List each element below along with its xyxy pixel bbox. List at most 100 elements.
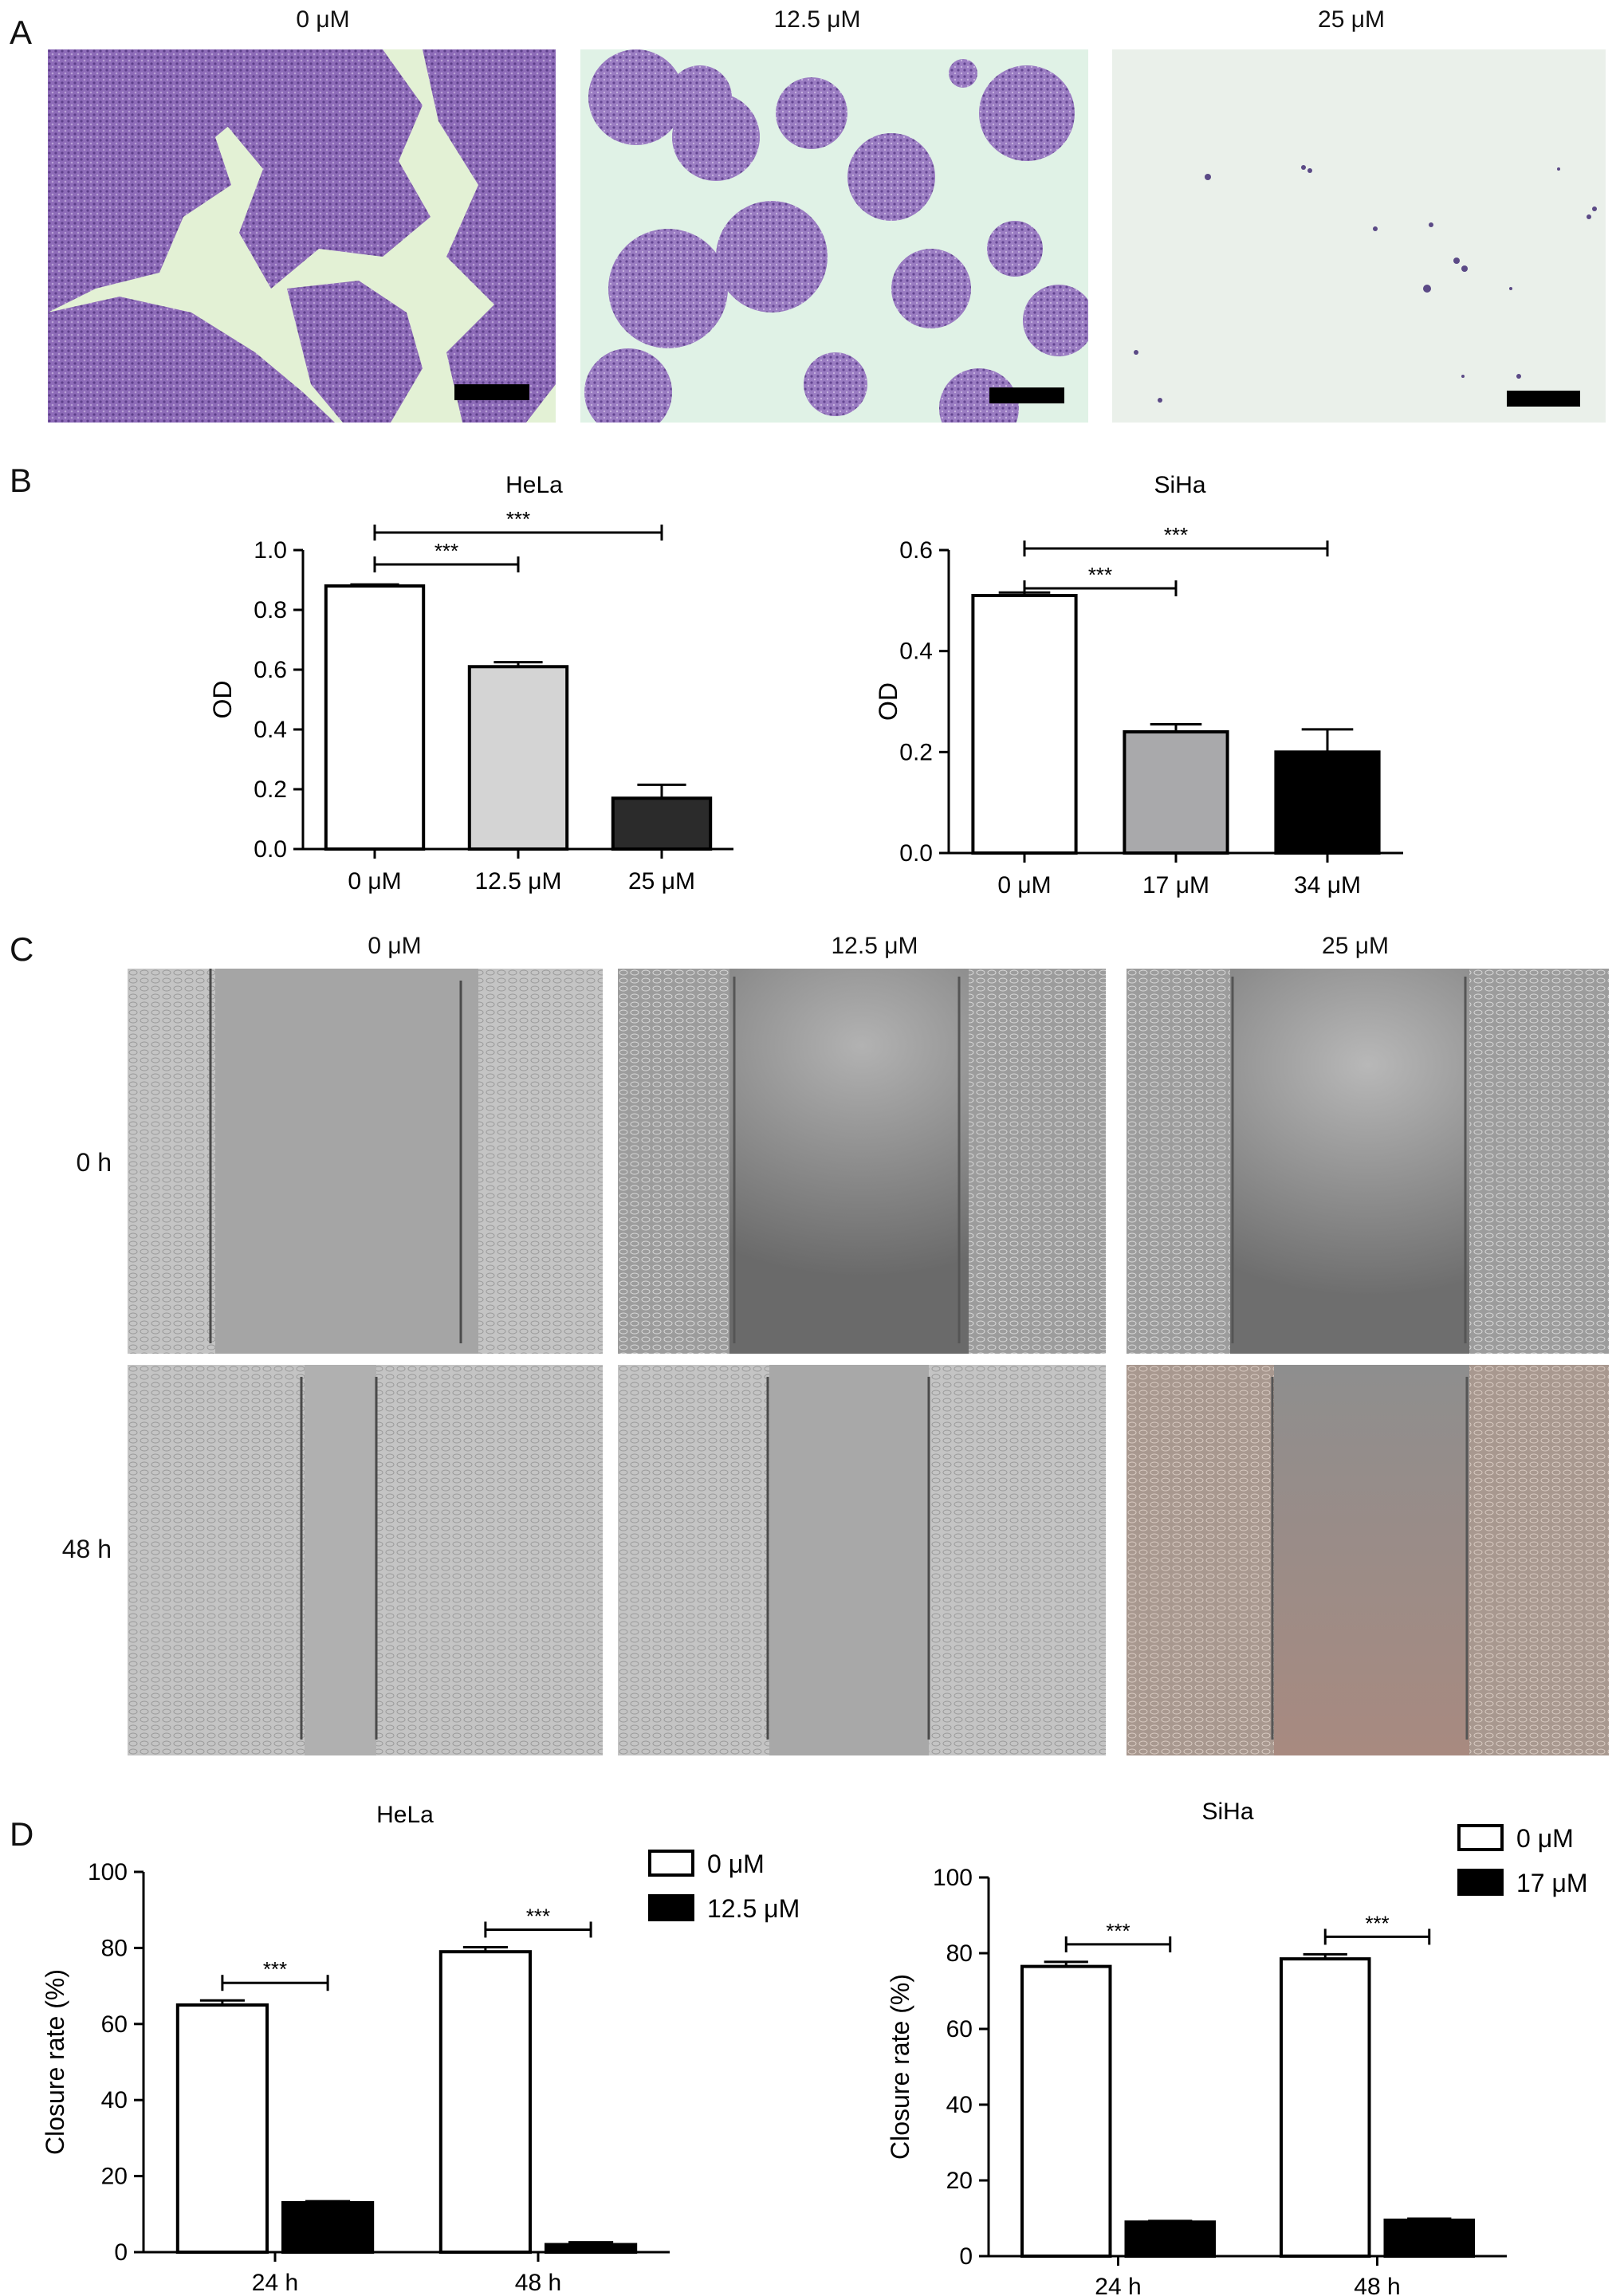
y-tick-label: 0	[114, 2239, 128, 2266]
bar	[545, 2243, 638, 2255]
significance-label: ***	[1365, 1911, 1389, 1935]
legend-swatch	[648, 1894, 694, 1921]
y-tick-label: 60	[946, 2016, 973, 2042]
x-tick-label: 0 μM	[348, 868, 401, 894]
y-tick-label: 0.6	[254, 657, 287, 683]
colony-image-25uM-art	[1134, 165, 1597, 407]
x-tick-label: 12.5 μM	[475, 868, 562, 894]
significance-label: ***	[506, 507, 530, 531]
significance-label: ***	[1164, 523, 1188, 547]
colony-image-12-5uM	[580, 49, 1088, 423]
significance-label: ***	[526, 1904, 550, 1928]
scale-bar	[989, 387, 1064, 403]
panel-label-b: B	[10, 462, 33, 499]
y-tick-label: 0.0	[899, 840, 933, 867]
panel-a-title-0uM: 0 μM	[296, 6, 350, 33]
y-tick-label: 80	[101, 1935, 128, 1961]
y-tick-label: 0.8	[254, 597, 287, 623]
chart-title: HeLa	[505, 472, 563, 498]
x-tick-label: 34 μM	[1294, 872, 1361, 898]
bar	[1020, 1964, 1112, 2258]
panel-label-d: D	[10, 1815, 34, 1853]
y-tick-label: 0.4	[899, 639, 933, 665]
colony-image-25uM	[1112, 49, 1606, 423]
y-tick-label: 40	[101, 2087, 128, 2113]
panel-label-c: C	[10, 930, 34, 968]
wound-image-0uM-48h-art	[128, 1365, 603, 1755]
bar	[175, 2003, 269, 2254]
x-tick-label: 0 μM	[997, 872, 1051, 898]
y-axis-label: Closure rate (%)	[41, 1969, 69, 2155]
bar	[1123, 730, 1229, 855]
y-tick-label: 60	[101, 2011, 128, 2038]
legend-label: 12.5 μM	[707, 1894, 800, 1923]
panel-a-title-12-5uM: 12.5 μM	[773, 6, 861, 33]
legend-label: 17 μM	[1516, 1869, 1588, 1897]
significance-label: ***	[263, 1957, 287, 1981]
bar	[611, 796, 713, 851]
wound-image-12-5uM-48h-art	[618, 1365, 1106, 1755]
legend-swatch	[1457, 1869, 1504, 1896]
y-axis-label: OD	[874, 682, 902, 721]
y-tick-label: 40	[946, 2092, 973, 2118]
legend-swatch	[648, 1850, 694, 1877]
x-tick-label: 48 h	[515, 2270, 561, 2296]
chart-title: HeLa	[376, 1802, 434, 1828]
x-tick-label: 17 μM	[1142, 872, 1209, 898]
wound-image-25uM-48h	[1127, 1365, 1609, 1755]
y-tick-label: 1.0	[254, 537, 287, 564]
wound-image-12-5uM-0h	[618, 969, 1106, 1354]
chart-d-hela: 0 20 40 60 80 100 Closure rate (%) HeLa 24 h *** 4…	[41, 1802, 800, 2296]
panel-a-title-25uM: 25 μM	[1318, 6, 1385, 33]
panel-c-title-12-5uM: 12.5 μM	[831, 933, 918, 959]
bar	[1383, 2218, 1475, 2258]
y-tick-label: 0.0	[254, 836, 287, 863]
chart-title: SiHa	[1154, 472, 1205, 498]
colony-image-12-5uM-art	[584, 49, 1088, 423]
panel-c-title-25uM: 25 μM	[1322, 933, 1389, 959]
y-tick-label: 0.2	[254, 776, 287, 803]
y-tick-label: 100	[933, 1865, 973, 1891]
wound-image-25uM-0h-art	[1127, 969, 1609, 1354]
row-label-48h: 48 h	[61, 1535, 112, 1563]
significance-label: ***	[1106, 1919, 1130, 1943]
wound-image-25uM-48h-art	[1127, 1365, 1609, 1755]
y-tick-label: 0	[959, 2243, 973, 2270]
bar	[324, 584, 426, 851]
significance-label: ***	[434, 539, 458, 563]
wound-image-25uM-0h	[1127, 969, 1609, 1354]
bar	[438, 1950, 532, 2254]
row-label-0h: 0 h	[76, 1148, 112, 1177]
colony-image-0uM-art	[48, 49, 556, 423]
legend-label: 0 μM	[707, 1850, 765, 1878]
panel-label-a: A	[10, 14, 33, 51]
bar	[971, 594, 1078, 855]
y-axis-label: Closure rate (%)	[886, 1974, 914, 2160]
colony-image-0uM	[48, 49, 556, 423]
x-tick-label: 24 h	[252, 2270, 298, 2296]
scale-bar	[454, 384, 529, 400]
chart-title: SiHa	[1201, 1799, 1253, 1825]
bar	[1280, 1957, 1371, 2258]
scale-bar	[1507, 391, 1580, 407]
y-tick-label: 100	[88, 1859, 128, 1885]
x-tick-label: 25 μM	[628, 868, 695, 894]
wound-image-12-5uM-0h-art	[618, 969, 1106, 1354]
y-axis-label: OD	[208, 681, 237, 719]
x-tick-label: 24 h	[1095, 2274, 1141, 2296]
y-tick-label: 0.2	[899, 739, 933, 765]
panel-c-title-0uM: 0 μM	[368, 933, 422, 959]
chart-d-siha: 0 20 40 60 80 100 Closure rate (%) SiHa 24 h *** 4…	[886, 1799, 1588, 2296]
legend-swatch	[1457, 1824, 1504, 1851]
bar	[1124, 2220, 1216, 2258]
bar	[281, 2200, 375, 2254]
x-tick-label: 48 h	[1354, 2274, 1400, 2296]
wound-image-0uM-0h-art	[128, 969, 603, 1354]
wound-image-0uM-0h	[128, 969, 603, 1354]
wound-image-12-5uM-48h	[618, 1365, 1106, 1755]
wound-image-0uM-48h	[128, 1365, 603, 1755]
y-tick-label: 20	[946, 2168, 973, 2194]
legend-label: 0 μM	[1516, 1824, 1574, 1853]
y-tick-label: 20	[101, 2164, 128, 2190]
bar	[467, 665, 569, 851]
